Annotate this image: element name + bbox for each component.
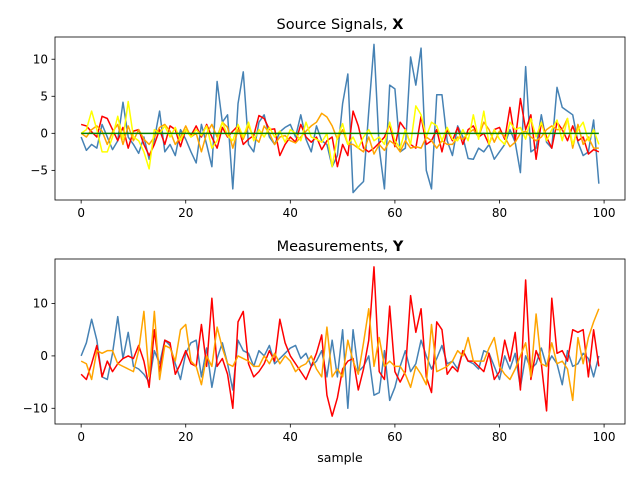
x-tick-label: 80 <box>492 430 507 444</box>
y-tick-label: 5 <box>40 89 48 103</box>
x-axis-label: sample <box>317 450 363 465</box>
axes-frame <box>54 36 626 201</box>
axes-measurements: 0 20 40 60 80 100 −10 0 10 Measurements, Y sample <box>23 239 626 465</box>
x-tick-label: 80 <box>492 206 507 220</box>
x-tick-label: 100 <box>593 206 616 220</box>
y-tick-label: −10 <box>23 401 48 415</box>
x-tick-label: 20 <box>178 206 193 220</box>
chart-title: Measurements, Y <box>277 239 404 255</box>
x-tick-label: 0 <box>77 206 85 220</box>
series-line-3 <box>80 112 599 155</box>
x-tick-label: 60 <box>387 430 402 444</box>
x-tick-label: 60 <box>387 206 402 220</box>
series-line-1 <box>80 43 600 194</box>
chart-title: Source Signals, X <box>277 17 404 33</box>
x-tick-label: 40 <box>283 206 298 220</box>
y-tick-label: 0 <box>40 349 48 363</box>
axes-source-signals: 0 20 40 60 80 100 −5 0 5 10 Source Signals, X <box>30 17 626 220</box>
x-tick-label: 100 <box>593 430 616 444</box>
y-tick-label: 10 <box>33 52 48 66</box>
series-line-1 <box>80 315 600 410</box>
x-tick-label: 20 <box>178 430 193 444</box>
series-line-3 <box>80 308 600 402</box>
x-tick-label: 0 <box>77 430 85 444</box>
series-line-4 <box>80 100 600 170</box>
series-line-2 <box>80 97 600 168</box>
axes-frame <box>54 258 626 425</box>
y-tick-label: −5 <box>30 164 48 178</box>
plot-area <box>80 266 600 417</box>
series-line-2 <box>80 266 600 417</box>
x-tick-label: 40 <box>283 430 298 444</box>
y-tick-label: 0 <box>40 127 48 141</box>
y-tick-label: 10 <box>33 297 48 311</box>
plot-area <box>80 43 600 194</box>
